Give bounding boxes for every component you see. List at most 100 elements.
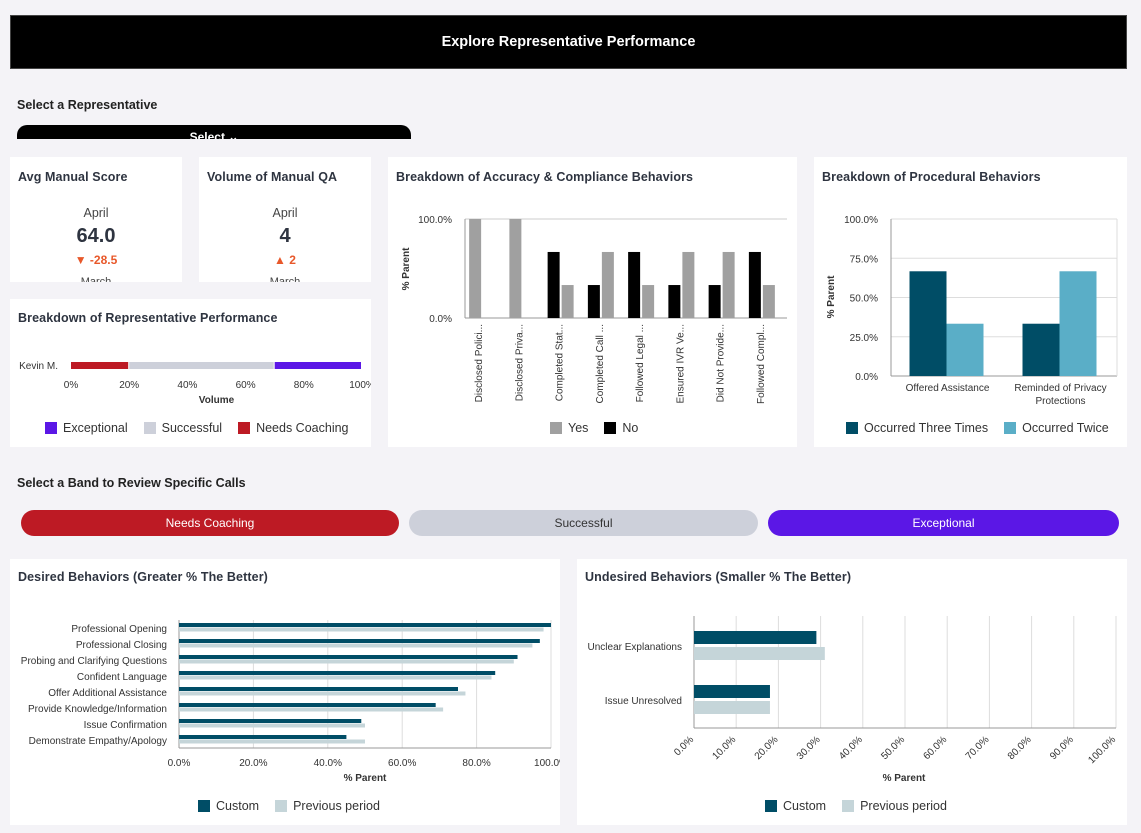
legend-item-needs-coaching[interactable]: Needs Coaching [238,421,349,435]
bar-segment-successful [129,362,274,369]
y-tick-label: 75.0% [850,254,878,265]
x-tick-label: Followed Compl... [756,324,767,404]
bar-custom [179,703,436,707]
legend-item-yes[interactable]: Yes [550,421,588,435]
y-tick-label: 0.0% [429,314,452,325]
legend-label: Exceptional [63,421,128,435]
legend-swatch [765,800,777,812]
y-tick-label: Confident Language [77,672,168,683]
kpi-avg-card: Avg Manual Score April 64.0 ▼ -28.5 Marc… [10,157,182,282]
legend-item-exceptional[interactable]: Exceptional [45,421,128,435]
bar-yes [682,251,695,318]
bar-yes [722,251,735,318]
y-tick-label: 0.0% [855,372,878,383]
bar-occurred-three-times [909,271,947,376]
bar-previous-period [694,701,770,714]
x-tick-label: 0% [64,380,79,391]
rep-select-dropdown[interactable]: Select ⌄ [17,125,411,139]
desired-title: Desired Behaviors (Greater % The Better) [18,570,268,584]
x-tick-label: 50.0% [879,734,907,762]
procedural-card: Breakdown of Procedural Behaviors 100.0%… [814,157,1127,447]
legend-item-previous[interactable]: Previous period [275,799,380,813]
x-tick-label: 80.0% [462,758,490,769]
x-tick-label: 20% [119,380,139,391]
bar-custom [179,655,518,659]
kpi-volume-title: Volume of Manual QA [207,170,338,184]
accuracy-legend: Yes No [550,421,638,435]
x-tick-label: 100.0% [1086,734,1118,766]
bar-previous-period [179,627,544,632]
y-tick-label: 50.0% [850,294,878,305]
legend-swatch [45,422,57,434]
x-axis-label: % Parent [883,773,926,784]
bar-yes [469,219,482,318]
x-tick-label: Offered Assistance [906,383,990,394]
desired-legend: Custom Previous period [198,799,380,813]
legend-item-custom[interactable]: Custom [198,799,259,813]
kpi-volume-previous-month: March [269,276,301,282]
bar-no [587,285,600,318]
x-tick-label: Completed Stat... [555,324,566,401]
kpi-volume-delta: ▲ 2 [274,253,296,267]
bar-custom [179,671,496,675]
bar-no [748,251,761,318]
legend-item-no[interactable]: No [604,421,638,435]
needs-coaching-button[interactable]: Needs Coaching [21,510,399,536]
bar-no [628,251,641,318]
bar-yes [601,251,614,318]
bar-custom [179,687,458,691]
legend-label: Previous period [293,799,380,813]
legend-label: Yes [568,421,589,435]
x-tick-label: 0.0% [168,758,191,769]
x-tick-label: 90.0% [1048,734,1076,762]
kpi-avg-value: 64.0 [76,225,116,247]
bar-occurred-three-times [1022,323,1060,376]
x-tick-label: Did Not Provide... [716,324,727,402]
bar-custom [179,719,362,723]
bar-occurred-twice [1059,271,1097,376]
y-tick-label: 25.0% [850,333,878,344]
bar-custom [694,631,817,644]
legend-swatch [198,800,210,812]
legend-item-custom[interactable]: Custom [765,799,826,813]
rep-performance-title: Breakdown of Representative Performance [18,311,278,325]
y-tick-label: Probing and Clarifying Questions [21,656,167,667]
y-tick-label: Professional Opening [71,624,167,635]
legend-label: Successful [161,421,223,435]
x-tick-label: Disclosed Polici... [474,324,485,402]
x-tick-label: Ensured IVR Ve... [675,324,686,404]
accuracy-card: Breakdown of Accuracy & Compliance Behav… [388,157,797,447]
exceptional-button[interactable]: Exceptional [768,510,1119,536]
x-tick-label: 60.0% [388,758,416,769]
x-axis-label: % Parent [344,773,387,784]
bar-previous-period [179,643,533,648]
legend-item-three-times[interactable]: Occurred Three Times [846,421,988,435]
y-tick-label: 100.0% [844,215,878,226]
bar-custom [179,639,540,643]
kpi-avg-month: April [83,206,109,220]
legend-item-successful[interactable]: Successful [143,421,223,435]
successful-button[interactable]: Successful [409,510,758,536]
y-tick-label: Unclear Explanations [588,642,683,653]
procedural-title: Breakdown of Procedural Behaviors [822,170,1041,184]
legend-swatch [1004,422,1017,434]
x-tick-label: 40% [177,380,197,391]
x-tick-label: 60% [236,380,256,391]
y-tick-label: Demonstrate Empathy/Apology [29,736,167,747]
legend-swatch [846,422,858,434]
legend-swatch [143,422,156,434]
x-tick-label: 40.0% [837,734,865,762]
legend-label: Custom [783,799,827,813]
legend-label: Occurred Twice [1022,421,1109,435]
y-tick-label: 100.0% [418,215,452,226]
bar-previous-period [179,675,492,680]
undesired-legend: Custom Previous period [765,799,947,813]
legend-item-twice[interactable]: Occurred Twice [1004,421,1109,435]
rep-performance-chart: Kevin M. 0% 20% 40% 60% 80% 100% Volume [19,361,371,406]
x-tick-label: Disclosed Priva... [514,324,525,401]
bar-previous-period [179,659,514,664]
legend-item-previous[interactable]: Previous period [842,799,947,813]
x-tick-label: Completed Call ... [595,324,606,403]
kpi-volume-month: April [272,206,298,220]
legend-label: Custom [216,799,260,813]
